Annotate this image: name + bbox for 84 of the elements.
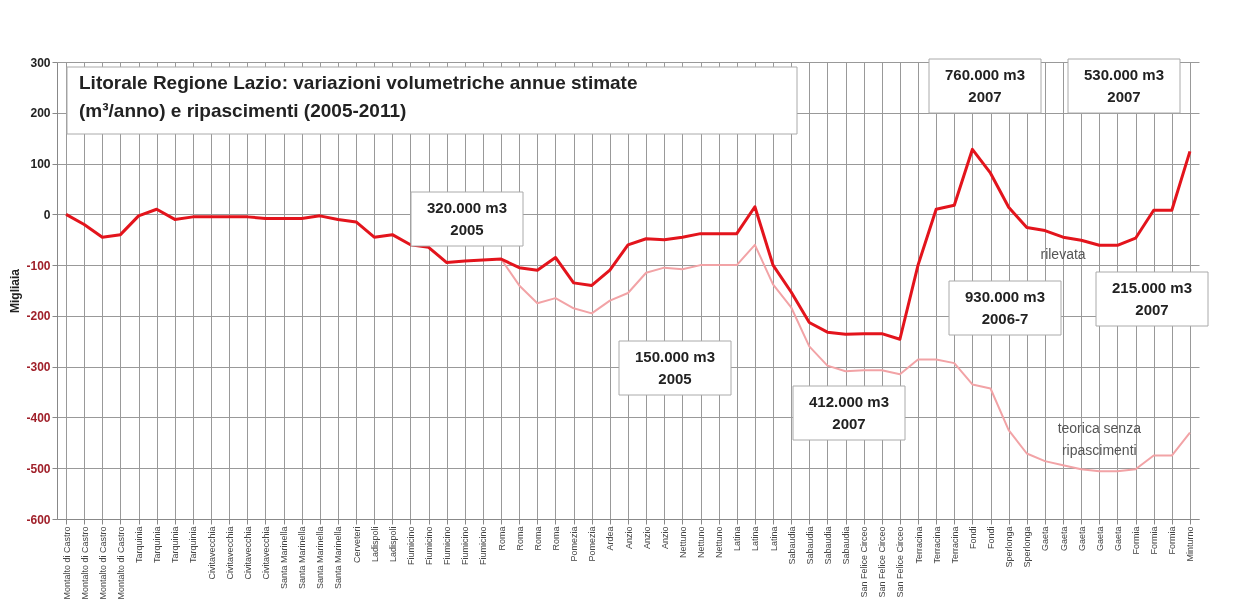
x-tick-label: Gaeta (1094, 526, 1105, 552)
annotation: 760.000 m3 2007 (944, 66, 1026, 105)
x-tick-label: Roma (496, 526, 507, 551)
x-tick-label: San Felice Circeo (895, 526, 906, 598)
x-tick-label: Fondi (967, 526, 978, 550)
y-tick-label: -300 (26, 360, 51, 375)
x-tick-label: Fiumicino (442, 526, 453, 566)
y-tick-label: 100 (30, 157, 51, 172)
x-tick-label: Sabaudia (786, 526, 797, 565)
x-tick-label: Anzio (659, 526, 670, 550)
x-tick-label: San Felice Circeo (859, 526, 870, 598)
x-tick-label: Roma (550, 526, 561, 551)
x-tick-label: Pomezia (587, 526, 598, 562)
x-tick-label: Santa Marinella (279, 526, 290, 590)
x-tick-label: Montalto di Castro (79, 526, 90, 600)
y-axis-title: Migliaia (8, 268, 23, 314)
x-tick-label: Tarquinia (188, 526, 199, 564)
annotation: 150.000 m3 2005 (634, 348, 716, 387)
x-tick-label: Gaeta (1040, 526, 1051, 552)
x-tick-label: Sabaudia (822, 526, 833, 565)
x-tick-label: Pomezia (569, 526, 580, 562)
x-tick-label: Fiumicino (460, 526, 471, 566)
x-tick-label: Fondi (986, 526, 997, 550)
y-tick-label: 0 (43, 207, 51, 222)
x-tick-label: Civitavecchia (242, 526, 253, 580)
x-tick-label: Santa Marinella (333, 526, 344, 590)
x-tick-label: Ardea (605, 526, 616, 551)
x-tick-label: Sabaudia (804, 526, 815, 565)
x-tick-label: Nettuno (714, 526, 725, 559)
x-tick-label: Roma (532, 526, 543, 551)
x-tick-label: Anzio (623, 526, 634, 550)
x-tick-label: Tarquinia (170, 526, 181, 564)
x-tick-label: Montalto di Castro (115, 526, 126, 600)
x-tick-label: Tarquinia (152, 526, 163, 564)
annotation: 530.000 m3 2007 (1083, 66, 1165, 105)
y-tick-label: 200 (30, 106, 51, 121)
x-tick-label: Formia (1167, 526, 1178, 555)
annotation: 412.000 m3 2007 (808, 393, 890, 432)
y-tick-label: -400 (26, 410, 51, 425)
x-tick-label: Terracina (913, 526, 924, 564)
x-tick-label: San Felice Circeo (877, 526, 888, 598)
x-tick-label: Montalto di Castro (61, 526, 72, 600)
x-tick-label: Civitavecchia (260, 526, 271, 580)
x-tick-label: Santa Marinella (315, 526, 326, 590)
x-tick-label: Gaeta (1076, 526, 1087, 552)
x-tick-label: Sperlonga (1022, 526, 1033, 568)
line-series (64, 147, 1192, 341)
x-tick-label: Fiumicino (478, 526, 489, 566)
x-tick-label: Tarquinia (134, 526, 145, 564)
x-tick-label: Ladispoli (369, 526, 380, 563)
x-tick-label: Fiumicino (424, 526, 435, 566)
x-tick-label: Minturno (1185, 526, 1196, 562)
y-tick-label: 300 (30, 55, 51, 70)
x-tick-label: Formia (1131, 526, 1142, 555)
y-tick-label: -500 (26, 461, 51, 476)
y-tick-label: -200 (26, 309, 51, 324)
annotation: 930.000 m3 2006-7 (964, 288, 1046, 327)
x-tick-label: Nettuno (696, 526, 707, 559)
annotation: 215.000 m3 2007 (1111, 279, 1193, 318)
y-tick-label: -100 (26, 258, 51, 273)
x-tick-label: Gaeta (1058, 526, 1069, 552)
x-tick-label: Sperlonga (1004, 526, 1015, 568)
x-tick-label: Terracina (931, 526, 942, 564)
x-tick-label: Roma (514, 526, 525, 551)
x-tick-label: Civitavecchia (224, 526, 235, 580)
text: Litorale Regione Lazio: variazioni volumetriche annue stimate (m³/anno) e ripascimenti (2005-2011) (79, 72, 638, 121)
y-tick-label: -600 (26, 512, 51, 527)
x-tick-label: Civitavecchia (206, 526, 217, 580)
x-tick-label: Latina (750, 526, 761, 552)
line-series (500, 243, 1191, 473)
x-tick-label: Santa Marinella (297, 526, 308, 590)
x-tick-label: Cerveteri (351, 526, 362, 564)
x-tick-label: Formia (1149, 526, 1160, 555)
x-tick-label: Latina (768, 526, 779, 552)
x-tick-label: Ladispoli (387, 526, 398, 563)
annotation: 320.000 m3 2005 (426, 199, 508, 238)
x-tick-label: Anzio (641, 526, 652, 550)
x-tick-label: Terracina (949, 526, 960, 564)
x-tick-label: Nettuno (677, 526, 688, 559)
x-tick-label: Sabaudia (841, 526, 852, 565)
x-tick-label: Montalto di Castro (97, 526, 108, 600)
x-tick-label: Fiumicino (405, 526, 416, 566)
x-tick-label: Gaeta (1112, 526, 1123, 552)
x-tick-label: Latina (732, 526, 743, 552)
